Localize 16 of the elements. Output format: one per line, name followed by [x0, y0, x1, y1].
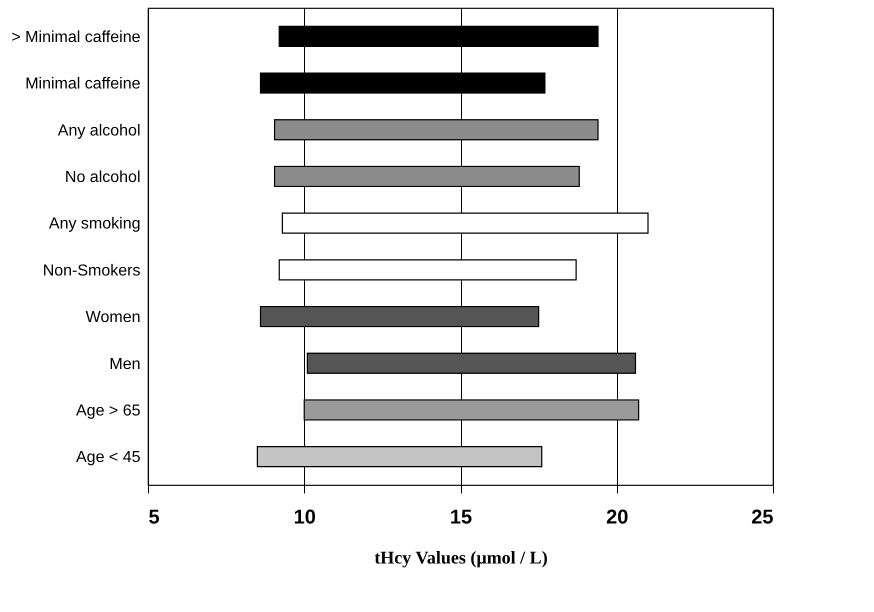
y-tick-label: Age > 65	[76, 402, 141, 420]
x-tick-label: 25	[751, 506, 774, 528]
y-tick-label: Age < 45	[76, 449, 141, 466]
y-tick-label: > Minimal caffeine	[11, 28, 141, 46]
x-tick-label: 5	[148, 506, 160, 528]
y-tick-label: Men	[109, 356, 140, 373]
y-tick-label: No alcohol	[64, 168, 140, 186]
x-tick-label: 20	[606, 506, 628, 528]
y-tick-label: Minimal caffeine	[25, 76, 141, 93]
x-tick-label: 15	[450, 506, 472, 528]
x-axis-title: tHcy Values (µmol / L)	[374, 548, 548, 568]
y-tick-label: Any smoking	[48, 216, 140, 233]
y-tick-label: Non-Smokers	[42, 262, 140, 280]
y-tick-label: Women	[86, 309, 140, 326]
x-tick-label: 10	[294, 506, 316, 528]
y-tick-label: Any alcohol	[58, 122, 140, 140]
